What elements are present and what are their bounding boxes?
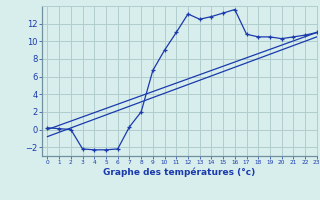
- X-axis label: Graphe des températures (°c): Graphe des températures (°c): [103, 168, 255, 177]
